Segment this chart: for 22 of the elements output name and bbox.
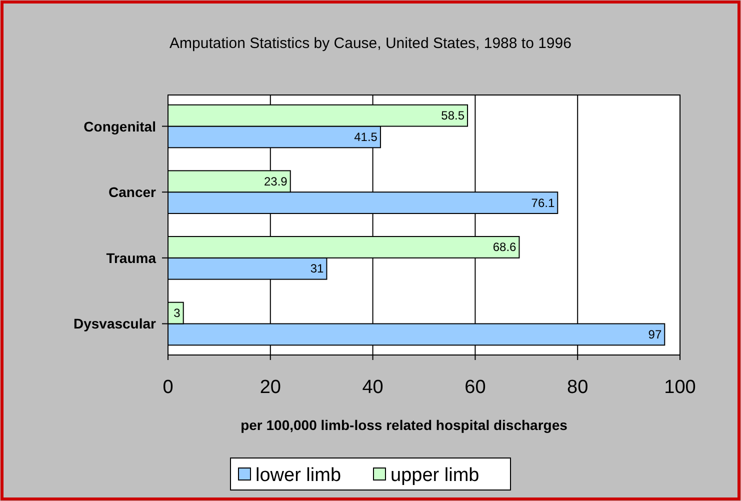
data-label: 97 bbox=[648, 327, 662, 342]
x-axis-title: per 100,000 limb-loss related hospital discharges bbox=[240, 417, 568, 433]
data-label: 41.5 bbox=[354, 130, 378, 144]
x-tick-label: 80 bbox=[567, 377, 588, 398]
x-tick-label: 0 bbox=[162, 377, 174, 398]
x-tick-label: 40 bbox=[362, 377, 384, 398]
chart-title: Amputation Statistics by Cause, United States, 1988 to 1996 bbox=[170, 35, 572, 52]
y-tick-label: Trauma bbox=[106, 250, 156, 266]
data-label: 76.1 bbox=[531, 196, 555, 210]
y-tick-label: Dysvascular bbox=[73, 316, 157, 332]
y-tick-label: Cancer bbox=[108, 184, 157, 200]
legend-label: upper limb bbox=[390, 465, 480, 486]
y-tick-label: Congenital bbox=[84, 118, 156, 134]
data-label: 3 bbox=[174, 306, 181, 320]
legend-label: lower limb bbox=[256, 465, 342, 486]
x-tick-label: 20 bbox=[260, 377, 281, 398]
x-tick-label: 100 bbox=[664, 377, 696, 398]
data-label: 31 bbox=[310, 262, 324, 276]
x-tick-label: 60 bbox=[464, 377, 486, 398]
data-label: 58.5 bbox=[441, 108, 465, 123]
data-label: 23.9 bbox=[264, 174, 288, 188]
data-label: 68.6 bbox=[492, 240, 517, 254]
